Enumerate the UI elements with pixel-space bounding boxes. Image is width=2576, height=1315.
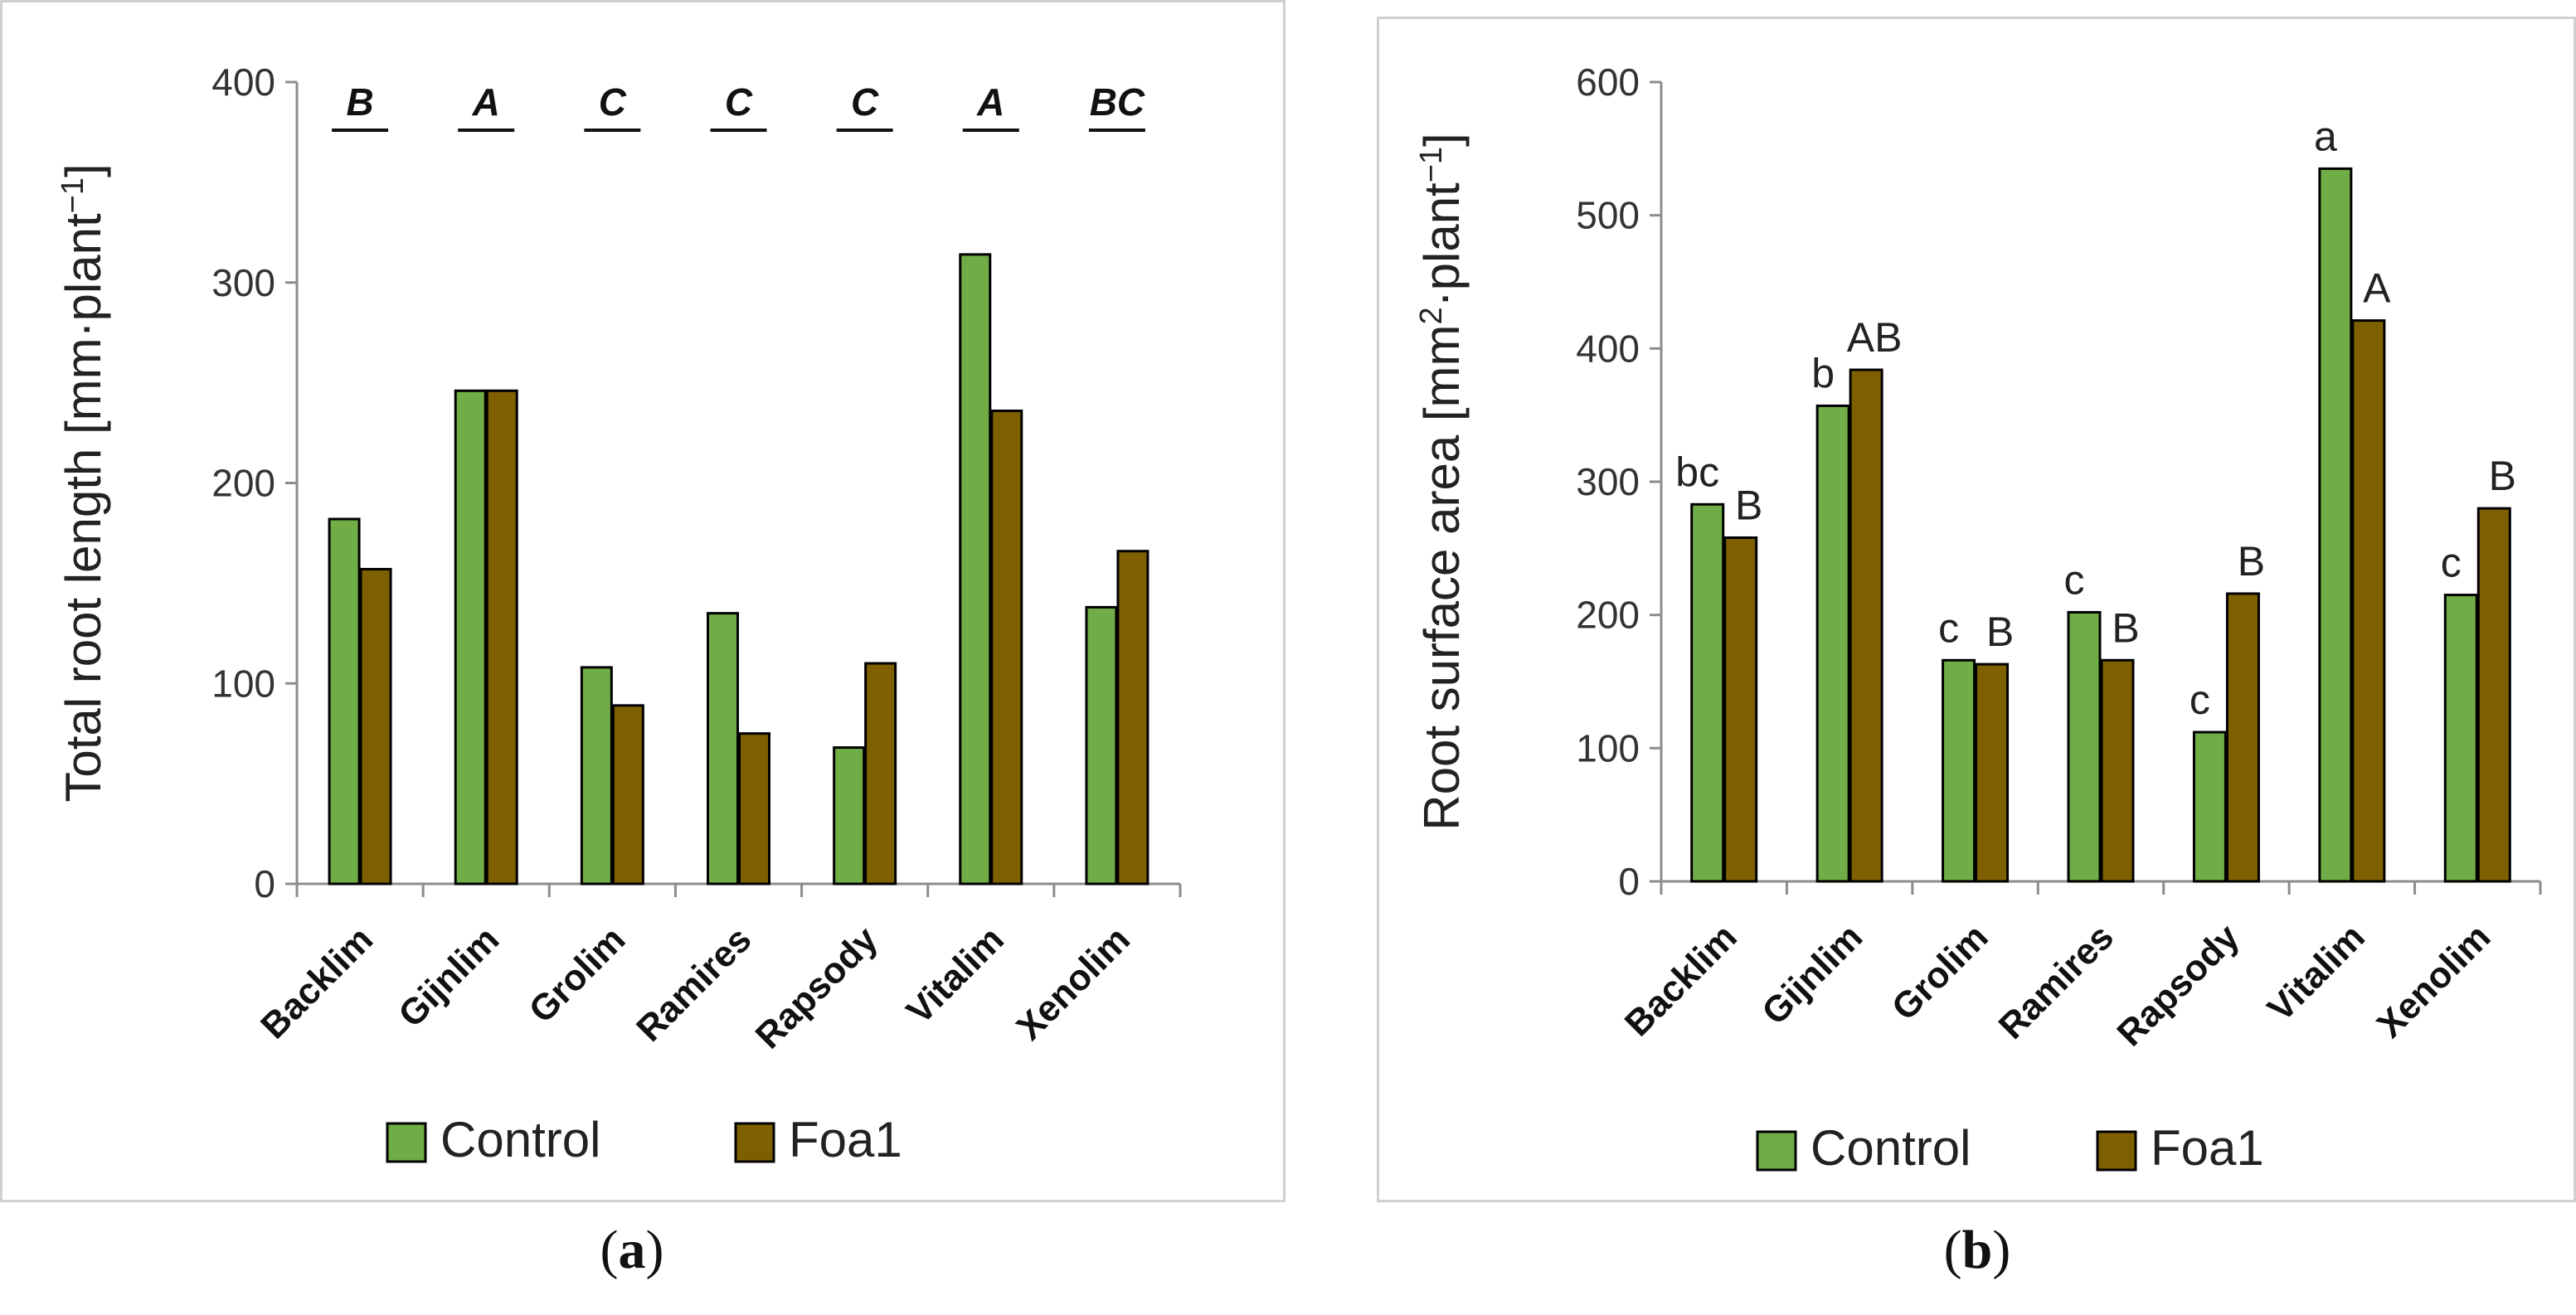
chart-a-y-tick-label: 400: [211, 61, 275, 104]
chart-b-bar-foa1-gijnlim: [1849, 368, 1883, 883]
chart-a-bar-foa1-rapsody: [864, 662, 897, 886]
chart-a-bar-control-gijnlim: [454, 389, 487, 886]
chart-b-bar-foa1-ramires: [2100, 658, 2135, 883]
chart-b-letter-foa1-grolim: B: [1986, 609, 2014, 655]
chart-a-group-letter-vitalim: A: [976, 80, 1004, 124]
chart-a-bar-foa1-ramires: [738, 732, 770, 886]
chart-a-group-letter-rapsody: C: [851, 80, 879, 124]
chart-b-y-tick-label: 300: [1576, 460, 1640, 503]
chart-b-y-tick-label: 400: [1576, 327, 1640, 370]
chart-b-category-label-gijnlim: Gijnlim: [1754, 916, 1870, 1032]
chart-a-bar-control-grolim: [580, 666, 613, 886]
chart-b-legend-label-foa1: Foa1: [2151, 1120, 2264, 1176]
chart-a-y-tick-label: 100: [211, 662, 275, 705]
chart-b-letter-foa1-backlim: B: [1735, 482, 1762, 528]
chart-a-group-letter-ramires: C: [725, 80, 753, 124]
chart-a-bar-control-rapsody: [833, 746, 866, 886]
chart-b-letter-control-rapsody: c: [2190, 677, 2210, 723]
chart-b-bar-foa1-rapsody: [2225, 592, 2260, 883]
chart-a-svg: 0 100 200 300 400 Total root length [mm·plant…: [56, 61, 1182, 1167]
chart-b-letter-foa1-rapsody: B: [2238, 538, 2265, 585]
chart-b-category-label-xenolim: Xenolim: [2369, 916, 2499, 1046]
chart-a-category-label-xenolim: Xenolim: [1009, 919, 1138, 1048]
chart-b-bar-control-xenolim: [2443, 594, 2478, 883]
chart-b-legend-label-control: Control: [1810, 1120, 1971, 1176]
chart-a-legend-swatch-control: [386, 1122, 427, 1163]
chart-a-legend-label-foa1: Foa1: [789, 1112, 902, 1167]
chart-panel-b: 0 100 200 300 400 500 600 Root surface area [mm…: [1377, 17, 2576, 1202]
chart-b-letter-foa1-vitalim: A: [2363, 265, 2391, 312]
chart-b-bar-control-backlim: [1690, 502, 1725, 883]
chart-b-letter-control-vitalim: a: [2314, 113, 2337, 159]
chart-b-bar-control-rapsody: [2192, 730, 2227, 883]
chart-a-group-letter-grolim: C: [599, 80, 627, 124]
chart-b-bar-control-gijnlim: [1815, 404, 1850, 883]
chart-b-bar-foa1-xenolim: [2476, 507, 2511, 883]
chart-b-letter-control-grolim: c: [1938, 604, 1959, 651]
chart-a-legend-label-control: Control: [440, 1112, 600, 1167]
chart-a-y-label: Total root length [mm·plant−1]: [56, 163, 111, 802]
chart-a-bar-control-vitalim: [959, 253, 992, 886]
chart-panel-a: 0 100 200 300 400 Total root length [mm·plant…: [0, 0, 1286, 1202]
chart-b-letter-foa1-ramires: B: [2112, 604, 2139, 651]
chart-b-y-tick-label: 200: [1576, 594, 1640, 637]
chart-a-bar-foa1-gijnlim: [485, 389, 518, 886]
chart-b-category-label-ramires: Ramires: [1991, 916, 2122, 1046]
chart-b-y-tick-label: 500: [1576, 194, 1640, 237]
chart-b-bar-foa1-grolim: [1975, 662, 2010, 883]
chart-a-bar-foa1-backlim: [359, 567, 392, 886]
chart-b-letter-control-backlim: bc: [1675, 449, 1719, 495]
caption-b: (b): [1943, 1220, 2011, 1280]
chart-a-category-label-rapsody: Rapsody: [748, 919, 886, 1056]
chart-a-bar-control-backlim: [328, 517, 361, 886]
chart-b-bar-control-ramires: [2067, 610, 2102, 883]
chart-a-bar-foa1-grolim: [611, 704, 644, 886]
chart-b-bar-control-grolim: [1942, 658, 1976, 883]
chart-a-category-label-gijnlim: Gijnlim: [391, 919, 507, 1035]
chart-b-y-tick-label: 0: [1618, 860, 1640, 903]
chart-b-category-label-backlim: Backlim: [1617, 916, 1745, 1044]
chart-b-bar-foa1-backlim: [1723, 536, 1758, 883]
chart-b-letter-control-gijnlim: b: [1811, 350, 1835, 396]
chart-a-y-tick-label: 300: [211, 261, 275, 304]
chart-a-group-letter-xenolim: BC: [1090, 80, 1145, 124]
chart-b-legend-swatch-control: [1756, 1130, 1797, 1172]
chart-a-bar-foa1-vitalim: [990, 409, 1023, 886]
chart-a-category-label-ramires: Ramires: [629, 919, 759, 1049]
chart-b-letter-foa1-xenolim: B: [2489, 453, 2516, 499]
chart-a-group-letter-gijnlim: A: [472, 80, 500, 124]
chart-a-bar-foa1-xenolim: [1116, 550, 1149, 886]
chart-a-legend-swatch-foa1: [734, 1122, 775, 1163]
chart-a-y-tick-label: 200: [211, 462, 275, 505]
chart-b-bar-control-vitalim: [2318, 167, 2353, 883]
chart-b-category-label-rapsody: Rapsody: [2109, 916, 2247, 1054]
chart-b-y-label: Root surface area [mm2·plant−1]: [1414, 133, 1470, 830]
chart-b-y-tick-label: 100: [1576, 726, 1640, 769]
chart-a-bar-control-xenolim: [1085, 605, 1118, 886]
chart-a-bar-control-ramires: [707, 612, 739, 886]
chart-b-category-label-grolim: Grolim: [1884, 916, 1996, 1028]
chart-b-letter-foa1-gijnlim: AB: [1847, 314, 1903, 361]
chart-a-category-label-grolim: Grolim: [522, 919, 634, 1031]
chart-b-letter-control-xenolim: c: [2441, 540, 2462, 586]
chart-b-letter-control-ramires: c: [2064, 556, 2085, 603]
chart-b-category-label-vitalim: Vitalim: [2260, 916, 2373, 1029]
chart-a-category-label-vitalim: Vitalim: [899, 919, 1012, 1031]
chart-b-legend-swatch-foa1: [2096, 1130, 2137, 1172]
chart-b-y-tick-label: 600: [1576, 61, 1640, 104]
chart-a-group-letter-backlim: B: [346, 80, 373, 124]
chart-b-bar-foa1-vitalim: [2351, 319, 2386, 883]
caption-a: (a): [600, 1220, 664, 1280]
chart-a-category-label-backlim: Backlim: [253, 919, 381, 1046]
chart-b-svg: 0 100 200 300 400 500 600 Root surface area [mm…: [1414, 61, 2542, 1176]
chart-a-y-tick-label: 0: [254, 862, 275, 905]
